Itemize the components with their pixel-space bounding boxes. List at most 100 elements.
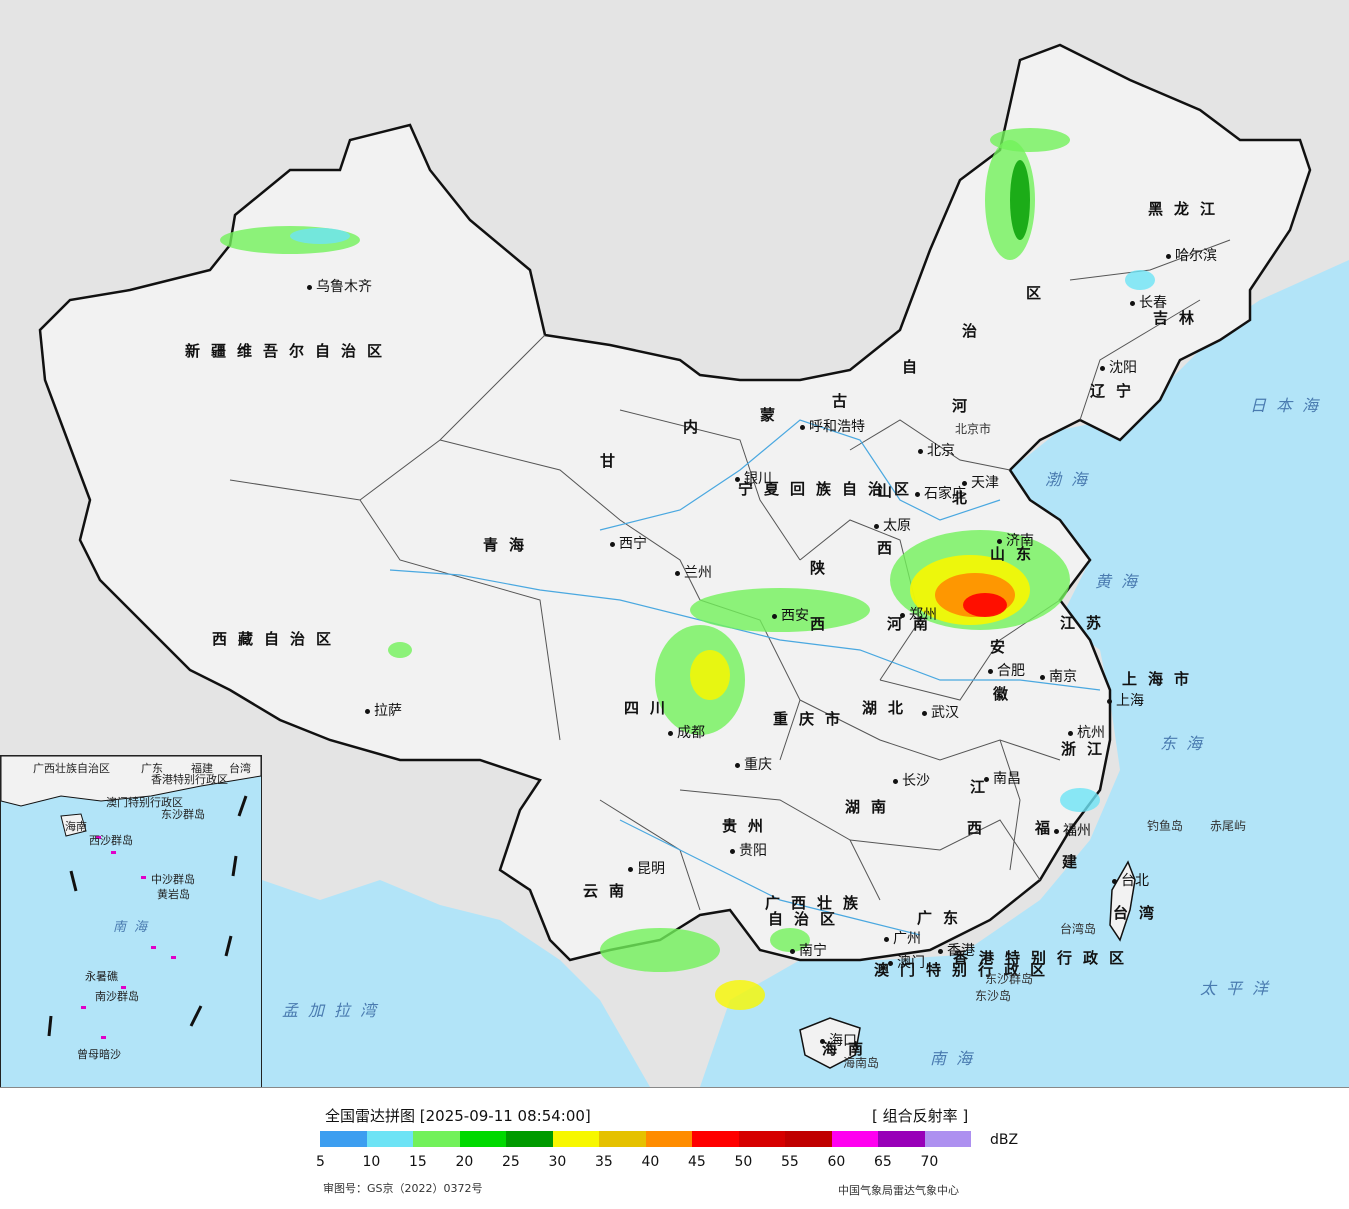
city-label: 石家庄 xyxy=(915,483,966,503)
inset-label-text: 黄岩岛 xyxy=(157,888,190,901)
province-label-text: 西 xyxy=(810,615,837,633)
province-label-text: 自治区 xyxy=(768,910,847,928)
province-label: 浙江 xyxy=(1061,738,1113,759)
province-label-text: 建 xyxy=(1062,853,1089,871)
province-label: 云南 xyxy=(583,880,635,901)
province-label: 青海 xyxy=(483,534,535,555)
legend-color-swatch xyxy=(366,1131,413,1147)
city-label: 杭州 xyxy=(1068,722,1105,742)
province-label-text: 河 xyxy=(952,397,979,415)
city-label-text: 沈阳 xyxy=(1109,360,1137,376)
sea-label: 东海 xyxy=(1160,730,1212,754)
city-dot-icon xyxy=(1130,300,1135,306)
city-dot-icon xyxy=(730,848,735,854)
province-label: 河 xyxy=(952,395,978,416)
city-label: 武汉 xyxy=(922,702,959,722)
city-label: 长沙 xyxy=(893,770,930,790)
province-label: 河南 xyxy=(887,613,939,634)
province-label: 建 xyxy=(1062,851,1088,872)
province-label: 治 xyxy=(962,320,988,341)
legend-title: 全国雷达拼图 [2025-09-11 08:54:00] xyxy=(325,1107,591,1125)
city-label: 北京 xyxy=(918,440,955,460)
source-agency: 中国气象局雷达气象中心 xyxy=(838,1184,959,1197)
province-label-text: 福 xyxy=(1035,819,1062,837)
city-dot-icon xyxy=(962,480,967,486)
legend-color-swatch xyxy=(785,1131,832,1147)
legend-tick-label: 15 xyxy=(409,1154,427,1170)
city-label-text: 南昌 xyxy=(993,771,1021,787)
sea-label-text: 黄海 xyxy=(1095,572,1148,591)
province-label: 山 xyxy=(877,480,903,501)
inset-label-text: 南沙群岛 xyxy=(95,990,139,1003)
sea-label-text: 日本海 xyxy=(1250,396,1329,415)
province-label: 蒙 xyxy=(760,404,786,425)
island-label-text: 台湾岛 xyxy=(1060,922,1097,936)
province-label: 陕 xyxy=(810,557,836,578)
city-dot-icon xyxy=(893,778,898,784)
inset-label: 曾母暗沙 xyxy=(77,1046,121,1062)
map-canvas xyxy=(38,0,1349,1087)
city-label: 香港 xyxy=(938,940,975,960)
province-label-text: 区 xyxy=(1026,284,1053,302)
inset-label-text: 东沙群岛 xyxy=(161,808,205,821)
island-label-text: 东沙群岛 xyxy=(985,972,1034,986)
province-label-text: 山东 xyxy=(990,545,1043,563)
legend-tick-label: 5 xyxy=(316,1154,325,1170)
city-label-text: 天津 xyxy=(971,475,999,491)
city-label: 海口 xyxy=(820,1030,857,1050)
city-label-text: 香港 xyxy=(947,943,975,959)
province-label-text: 四川 xyxy=(624,699,677,717)
inset-label: 香港特别行政区 xyxy=(151,771,228,787)
city-label: 广州 xyxy=(884,928,921,948)
china-landmass xyxy=(38,43,1312,962)
city-label: 澳门 xyxy=(888,952,925,972)
island-label: 东沙群岛 xyxy=(985,970,1033,987)
sea-label: 渤海 xyxy=(1045,466,1097,490)
province-label: 江苏 xyxy=(1060,612,1112,633)
province-label: 重庆市 xyxy=(773,708,851,729)
city-label: 拉萨 xyxy=(365,700,402,720)
city-label-text: 海口 xyxy=(829,1033,857,1049)
province-label: 四川 xyxy=(624,697,676,718)
city-label: 成都 xyxy=(668,722,705,742)
province-label-text: 新疆维吾尔自治区 xyxy=(185,342,394,360)
city-dot-icon xyxy=(988,668,993,674)
inset-label: 西沙群岛 xyxy=(89,832,133,848)
province-label: 新疆维吾尔自治区 xyxy=(185,340,393,361)
city-label-text: 南京 xyxy=(1049,669,1077,685)
inset-label-text: 广东 xyxy=(141,762,163,775)
city-label-text: 南宁 xyxy=(799,943,827,959)
legend-color-swatch xyxy=(738,1131,785,1147)
city-label-text: 拉萨 xyxy=(374,703,402,719)
city-label-text: 长沙 xyxy=(902,773,930,789)
province-label-text: 西藏自治区 xyxy=(212,630,343,648)
legend-product: [ 组合反射率 ] xyxy=(872,1107,969,1125)
city-dot-icon xyxy=(800,424,805,430)
province-label-text: 海南 xyxy=(822,1040,875,1058)
province-label-text: 贵州 xyxy=(722,817,775,835)
south-china-sea-inset: 广西壮族自治区 广东 福建 台湾 澳门特别行政区 香港特别行政区 东沙群岛 海南 西沙群岛 中沙群… xyxy=(0,755,262,1087)
province-label: 福 xyxy=(1035,817,1061,838)
province-label: 香港特别行政区 xyxy=(953,947,1135,968)
province-label-text: 治 xyxy=(962,322,989,340)
city-label: 上海 xyxy=(1107,690,1144,710)
approval-number: 审图号：GS京（2022）0372号 xyxy=(323,1182,483,1195)
inset-label: 台湾 xyxy=(229,760,251,776)
city-label-text: 济南 xyxy=(1006,533,1034,549)
province-label-text: 江苏 xyxy=(1060,614,1113,632)
city-label: 贵阳 xyxy=(730,840,767,860)
city-label-text: 广州 xyxy=(893,931,921,947)
province-label-text: 青海 xyxy=(483,536,536,554)
province-label-text: 西 xyxy=(877,539,904,557)
legend-tick-label: 60 xyxy=(827,1154,846,1170)
city-dot-icon xyxy=(915,491,920,497)
legend-color-swatch xyxy=(645,1131,692,1147)
city-label: 沈阳 xyxy=(1100,357,1137,377)
city-dot-icon xyxy=(938,948,943,954)
sea-label: 南海 xyxy=(930,1045,982,1069)
island-label: 海南岛 xyxy=(843,1054,879,1071)
city-dot-icon xyxy=(1054,828,1059,834)
inset-label: 永暑礁 xyxy=(85,968,118,984)
legend-tick-label: 70 xyxy=(920,1154,939,1170)
city-label-text: 上海 xyxy=(1116,693,1144,709)
